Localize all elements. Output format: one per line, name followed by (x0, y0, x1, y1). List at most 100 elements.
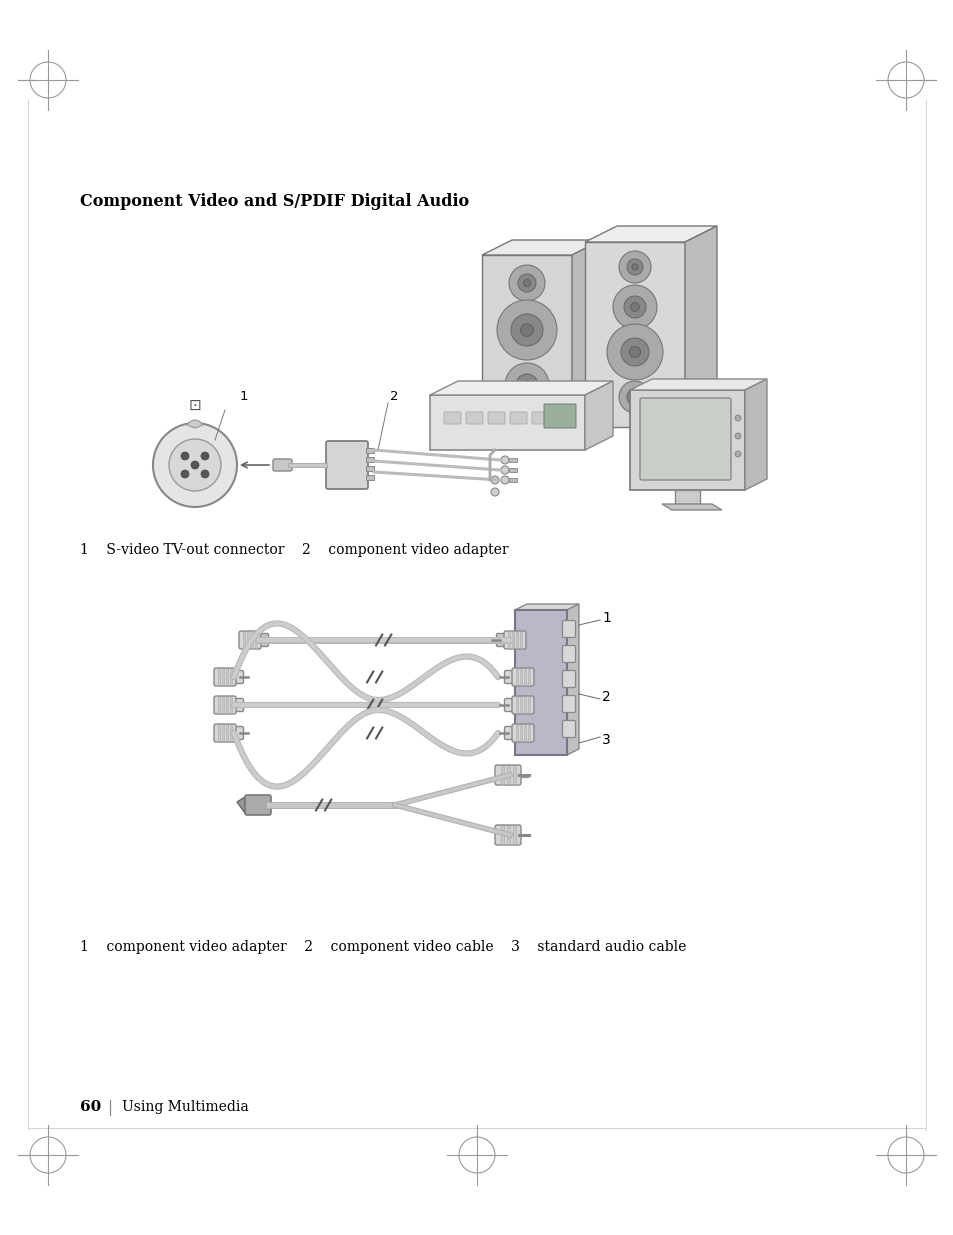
Bar (222, 725, 224, 741)
FancyBboxPatch shape (543, 404, 576, 429)
Bar (226, 725, 228, 741)
Bar (512, 632, 514, 648)
Bar (218, 725, 220, 741)
FancyBboxPatch shape (465, 412, 482, 424)
Polygon shape (515, 604, 578, 610)
Circle shape (623, 296, 645, 317)
Bar (226, 669, 228, 685)
Bar (251, 632, 253, 648)
Text: 1: 1 (240, 390, 248, 404)
FancyBboxPatch shape (488, 412, 504, 424)
Bar (366, 466, 374, 471)
Circle shape (626, 389, 642, 405)
Circle shape (613, 285, 657, 329)
Circle shape (523, 279, 530, 287)
Text: Component Video and S/PDIF Digital Audio: Component Video and S/PDIF Digital Audio (80, 193, 469, 210)
Bar (516, 697, 517, 713)
FancyBboxPatch shape (512, 697, 534, 714)
Polygon shape (566, 604, 578, 755)
Circle shape (491, 488, 498, 496)
Bar (254, 632, 256, 648)
FancyBboxPatch shape (562, 646, 575, 662)
Circle shape (517, 274, 536, 291)
FancyBboxPatch shape (532, 412, 548, 424)
Bar (527, 669, 530, 685)
FancyBboxPatch shape (245, 795, 271, 815)
Bar (506, 826, 510, 844)
Bar (243, 632, 245, 648)
Text: 1    component video adapter    2    component video cable    3    standard audi: 1 component video adapter 2 component vi… (80, 940, 685, 953)
Bar (218, 669, 220, 685)
FancyBboxPatch shape (213, 668, 235, 685)
Bar (507, 632, 510, 648)
Circle shape (504, 363, 548, 408)
FancyBboxPatch shape (231, 671, 243, 683)
Circle shape (500, 456, 509, 464)
FancyBboxPatch shape (496, 634, 509, 646)
FancyBboxPatch shape (562, 671, 575, 688)
Bar (513, 766, 516, 784)
Bar (222, 697, 224, 713)
Text: 2: 2 (390, 390, 398, 404)
Circle shape (629, 346, 639, 358)
Circle shape (511, 314, 542, 346)
Circle shape (522, 380, 531, 389)
Circle shape (618, 382, 650, 412)
Bar (500, 766, 503, 784)
Polygon shape (744, 379, 766, 490)
Circle shape (181, 471, 189, 478)
Text: Using Multimedia: Using Multimedia (122, 1100, 249, 1114)
Circle shape (152, 424, 236, 508)
FancyBboxPatch shape (443, 412, 460, 424)
Polygon shape (430, 382, 613, 395)
Bar (230, 725, 232, 741)
Circle shape (497, 300, 557, 359)
Circle shape (181, 452, 189, 459)
FancyBboxPatch shape (510, 412, 526, 424)
Bar (523, 669, 525, 685)
Circle shape (620, 338, 648, 366)
Bar (366, 448, 374, 453)
Text: 3: 3 (601, 734, 610, 747)
Circle shape (491, 475, 498, 484)
Circle shape (191, 461, 199, 469)
Polygon shape (584, 242, 684, 427)
Circle shape (626, 259, 642, 275)
FancyBboxPatch shape (562, 620, 575, 637)
Bar (366, 475, 374, 480)
Bar (523, 725, 525, 741)
Polygon shape (236, 797, 245, 813)
FancyBboxPatch shape (273, 459, 292, 471)
FancyBboxPatch shape (504, 671, 517, 683)
Circle shape (500, 475, 509, 484)
Circle shape (520, 324, 533, 336)
Polygon shape (515, 610, 566, 755)
FancyBboxPatch shape (512, 668, 534, 685)
Text: |: | (107, 1100, 112, 1116)
Circle shape (631, 394, 638, 400)
Bar (506, 766, 510, 784)
Bar (527, 725, 530, 741)
FancyBboxPatch shape (562, 695, 575, 713)
FancyBboxPatch shape (503, 631, 525, 650)
Bar (519, 632, 521, 648)
Bar (218, 697, 220, 713)
Bar (516, 669, 517, 685)
FancyBboxPatch shape (512, 724, 534, 742)
FancyBboxPatch shape (326, 441, 368, 489)
Circle shape (631, 264, 638, 270)
Text: 1    S-video TV-out connector    2    component video adapter: 1 S-video TV-out connector 2 component v… (80, 543, 508, 557)
Polygon shape (584, 382, 613, 450)
Bar (523, 697, 525, 713)
Bar (527, 697, 530, 713)
Circle shape (734, 451, 740, 457)
Circle shape (618, 251, 650, 283)
Bar (516, 632, 517, 648)
Bar (519, 725, 521, 741)
Bar (509, 478, 517, 482)
Bar (519, 697, 521, 713)
FancyBboxPatch shape (231, 726, 243, 740)
Circle shape (201, 471, 209, 478)
Circle shape (509, 266, 544, 301)
Bar (366, 457, 374, 462)
